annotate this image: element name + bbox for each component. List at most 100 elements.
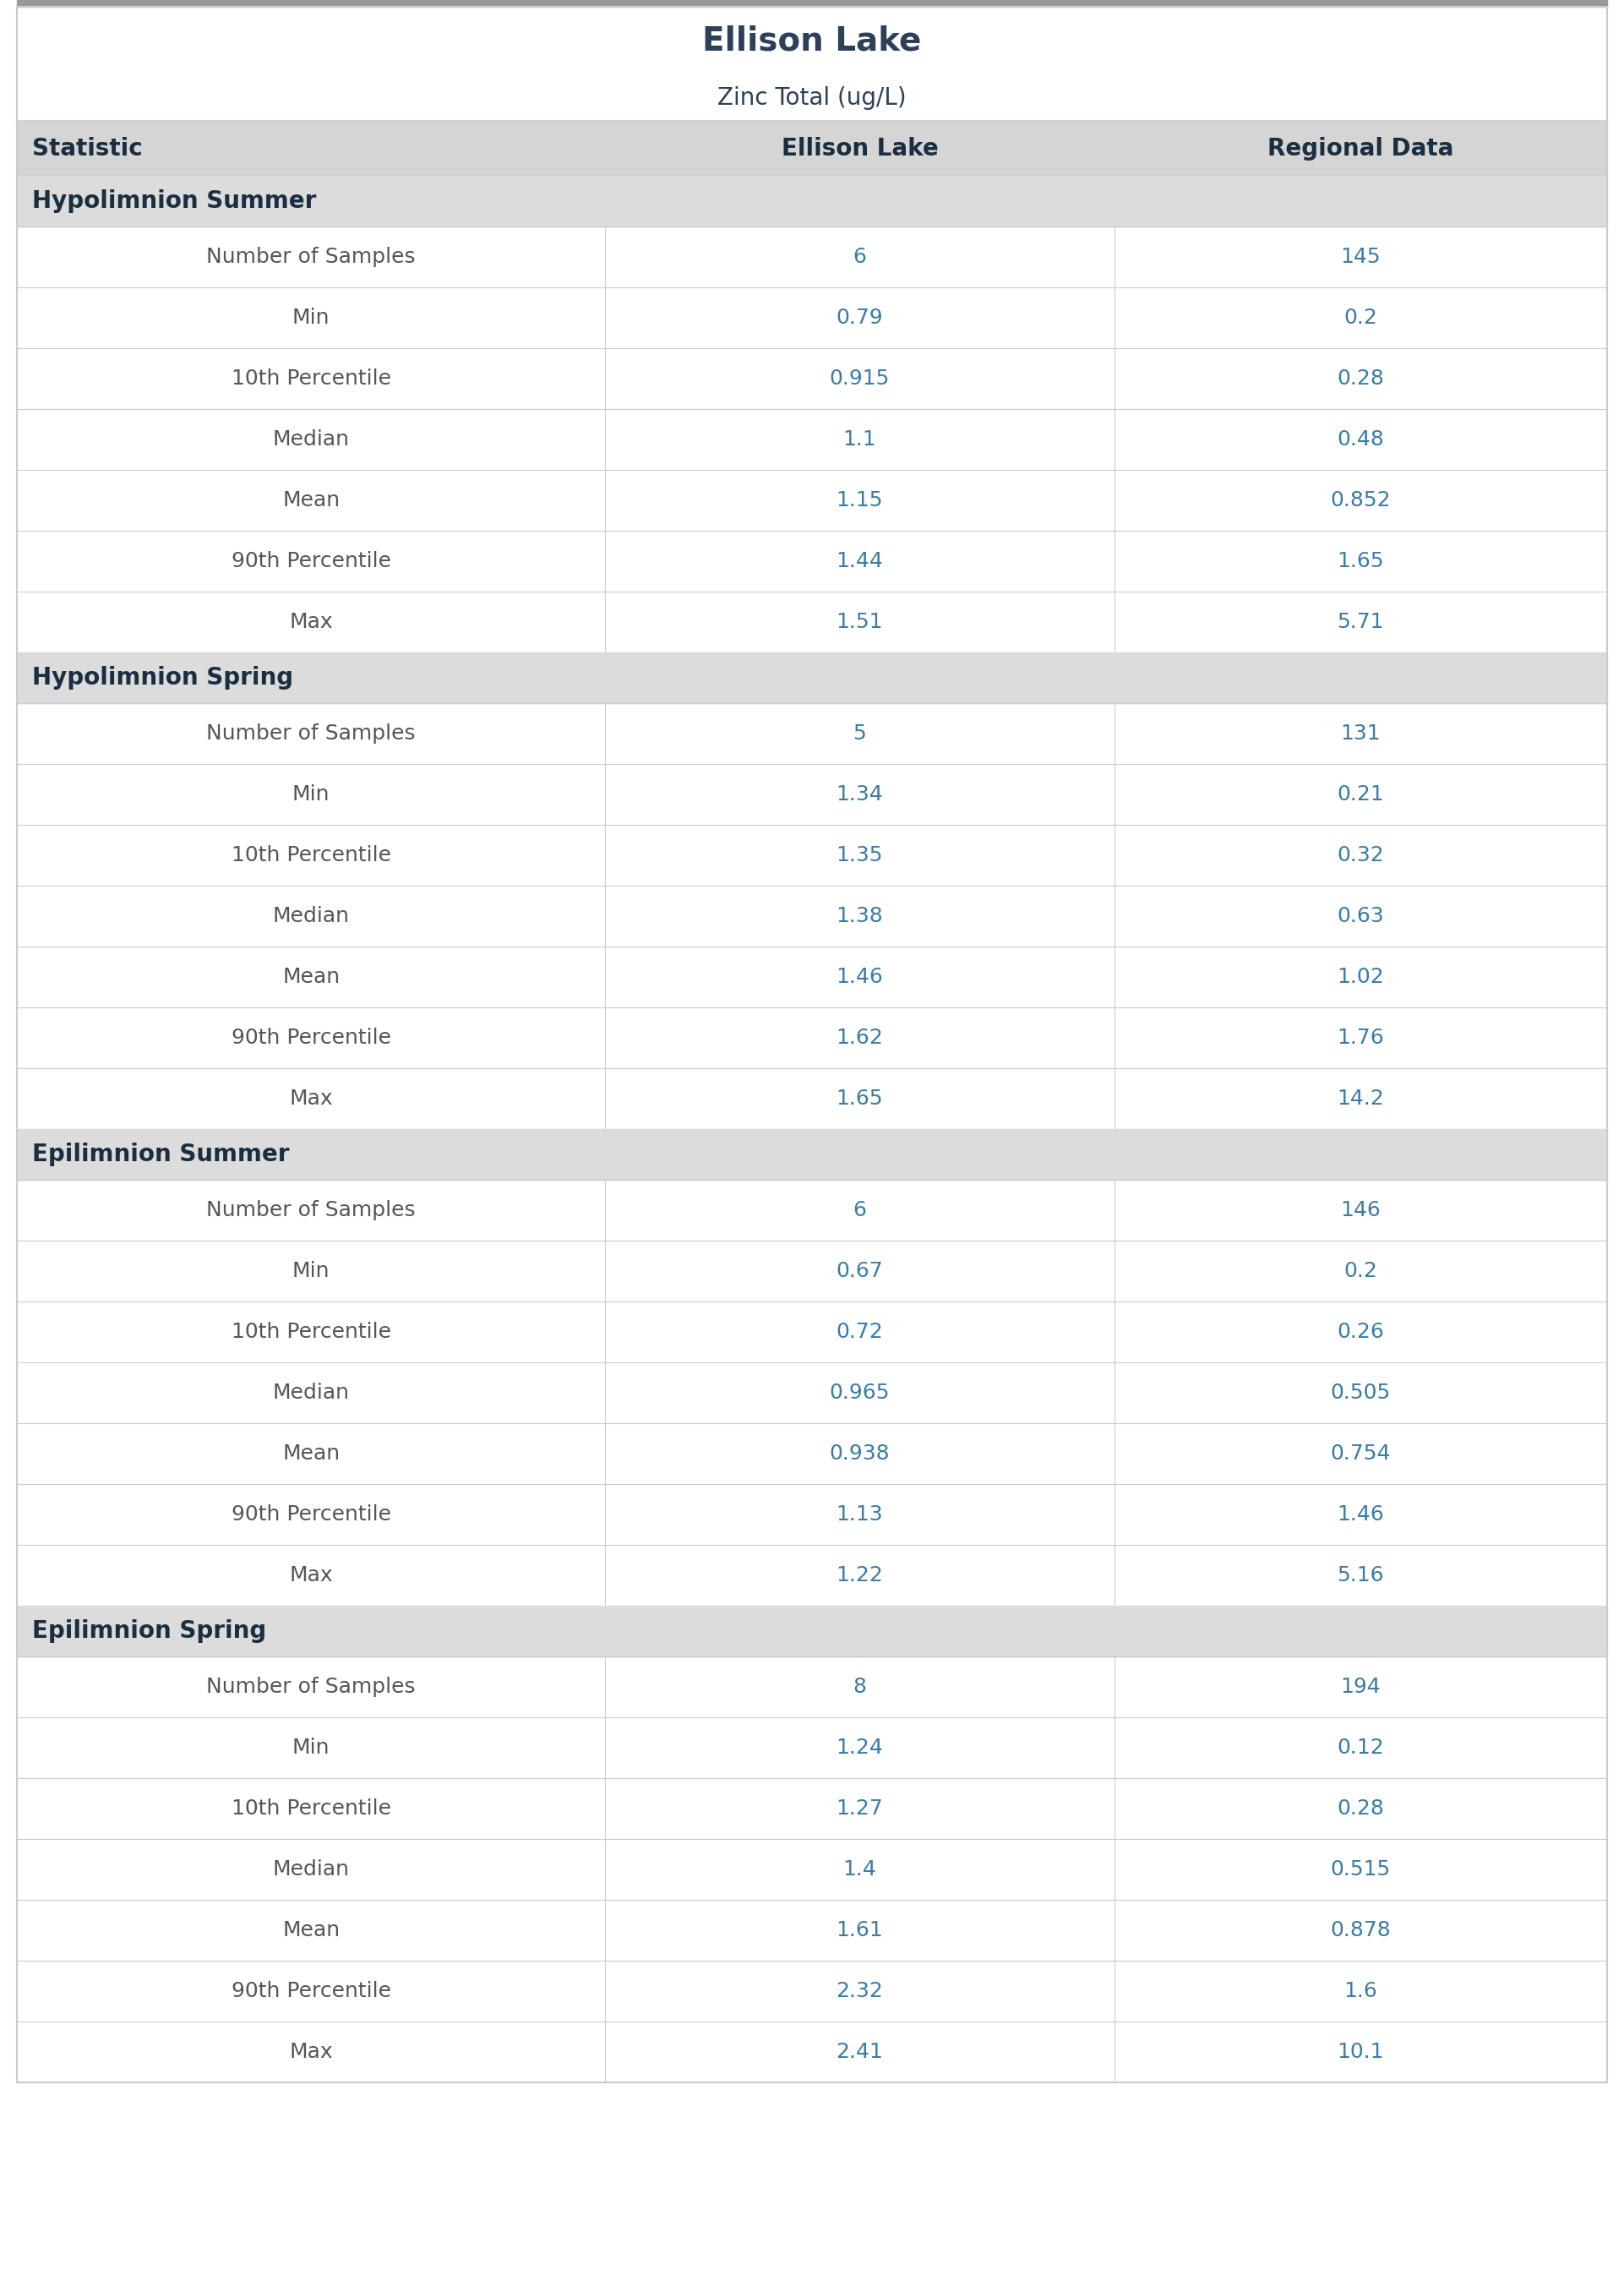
Bar <box>16 1546 1608 1605</box>
Text: 1.34: 1.34 <box>836 783 883 804</box>
Text: 1.46: 1.46 <box>836 967 883 987</box>
Text: Max: Max <box>289 613 333 631</box>
Text: Number of Samples: Number of Samples <box>206 1678 416 1698</box>
Text: 1.51: 1.51 <box>836 613 883 631</box>
Bar <box>16 1777 1608 1839</box>
Text: 1.46: 1.46 <box>1337 1505 1384 1525</box>
Text: Min: Min <box>292 309 330 327</box>
Text: Ellison Lake: Ellison Lake <box>781 136 939 161</box>
Text: 131: 131 <box>1340 724 1380 745</box>
Text: 1.35: 1.35 <box>836 844 883 865</box>
Text: 1.65: 1.65 <box>1337 552 1384 572</box>
Text: 10th Percentile: 10th Percentile <box>231 368 391 388</box>
Text: Median: Median <box>273 1382 349 1403</box>
Text: 0.63: 0.63 <box>1337 906 1384 926</box>
Text: 14.2: 14.2 <box>1337 1090 1384 1108</box>
Text: 1.38: 1.38 <box>836 906 883 926</box>
Text: Mean: Mean <box>283 1920 339 1941</box>
Text: 2.32: 2.32 <box>836 1982 883 2002</box>
Bar <box>16 531 1608 592</box>
Text: 1.6: 1.6 <box>1343 1982 1377 2002</box>
Text: 5.71: 5.71 <box>1337 613 1384 631</box>
Text: 1.24: 1.24 <box>836 1737 883 1757</box>
Bar <box>16 1069 1608 1128</box>
Text: Min: Min <box>292 1260 330 1280</box>
Text: Max: Max <box>289 2041 333 2061</box>
Text: 0.852: 0.852 <box>1330 490 1390 511</box>
Text: 90th Percentile: 90th Percentile <box>231 1505 391 1525</box>
Text: 0.2: 0.2 <box>1343 1260 1377 1280</box>
Text: 1.02: 1.02 <box>1337 967 1384 987</box>
Text: Mean: Mean <box>283 1444 339 1464</box>
Bar <box>16 2023 1608 2082</box>
Text: Median: Median <box>273 1859 349 1880</box>
Bar <box>16 1128 1608 1180</box>
Bar <box>16 227 1608 288</box>
Text: 6: 6 <box>853 247 867 268</box>
Bar <box>16 592 1608 651</box>
Text: 1.15: 1.15 <box>836 490 883 511</box>
Bar <box>16 1242 1608 1301</box>
Text: 1.61: 1.61 <box>836 1920 883 1941</box>
Text: 1.44: 1.44 <box>836 552 883 572</box>
Text: 0.505: 0.505 <box>1330 1382 1390 1403</box>
Bar <box>16 175 1608 227</box>
Bar <box>16 1362 1608 1423</box>
Bar <box>16 824 1608 885</box>
Text: Mean: Mean <box>283 967 339 987</box>
Bar <box>16 1961 1608 2023</box>
Text: Epilimnion Summer: Epilimnion Summer <box>32 1142 289 1167</box>
Text: Statistic: Statistic <box>32 136 143 161</box>
Text: 1.13: 1.13 <box>836 1505 883 1525</box>
Text: 1.27: 1.27 <box>836 1798 883 1818</box>
Text: Regional Data: Regional Data <box>1267 136 1453 161</box>
Text: 0.79: 0.79 <box>836 309 883 327</box>
Bar <box>16 75 1608 120</box>
Text: 2.41: 2.41 <box>836 2041 883 2061</box>
Text: Number of Samples: Number of Samples <box>206 724 416 745</box>
Text: 90th Percentile: 90th Percentile <box>231 552 391 572</box>
Bar <box>16 1423 1608 1485</box>
Bar <box>16 1900 1608 1961</box>
Text: 0.21: 0.21 <box>1337 783 1384 804</box>
Text: 0.48: 0.48 <box>1337 429 1384 449</box>
Text: 0.965: 0.965 <box>830 1382 890 1403</box>
Text: 146: 146 <box>1340 1201 1380 1221</box>
Text: 1.62: 1.62 <box>836 1028 883 1049</box>
Text: 194: 194 <box>1340 1678 1380 1698</box>
Text: 6: 6 <box>853 1201 867 1221</box>
Bar <box>16 1718 1608 1777</box>
Text: Median: Median <box>273 429 349 449</box>
Text: 0.12: 0.12 <box>1337 1737 1384 1757</box>
Text: 0.754: 0.754 <box>1330 1444 1390 1464</box>
Bar <box>16 765 1608 824</box>
Text: 5.16: 5.16 <box>1337 1566 1384 1584</box>
Text: 1.65: 1.65 <box>836 1090 883 1108</box>
Text: 90th Percentile: 90th Percentile <box>231 1982 391 2002</box>
Text: Ellison Lake: Ellison Lake <box>703 25 921 57</box>
Text: Min: Min <box>292 783 330 804</box>
Bar <box>16 704 1608 765</box>
Text: 1.22: 1.22 <box>836 1566 883 1584</box>
Text: 0.2: 0.2 <box>1343 309 1377 327</box>
Text: Hypolimnion Spring: Hypolimnion Spring <box>32 665 294 690</box>
Bar <box>16 470 1608 531</box>
Bar <box>16 1657 1608 1718</box>
Bar <box>16 7 1608 75</box>
Text: Min: Min <box>292 1737 330 1757</box>
Text: 5: 5 <box>853 724 866 745</box>
Text: Number of Samples: Number of Samples <box>206 247 416 268</box>
Bar <box>16 120 1608 175</box>
Text: 0.26: 0.26 <box>1337 1321 1384 1342</box>
Bar <box>16 885 1608 947</box>
Text: 90th Percentile: 90th Percentile <box>231 1028 391 1049</box>
Text: 0.878: 0.878 <box>1330 1920 1390 1941</box>
Bar <box>16 347 1608 409</box>
Text: Mean: Mean <box>283 490 339 511</box>
Bar <box>16 288 1608 347</box>
Text: Median: Median <box>273 906 349 926</box>
Text: 0.32: 0.32 <box>1337 844 1384 865</box>
Text: 1.1: 1.1 <box>843 429 877 449</box>
Bar <box>16 947 1608 1008</box>
Bar <box>16 1301 1608 1362</box>
